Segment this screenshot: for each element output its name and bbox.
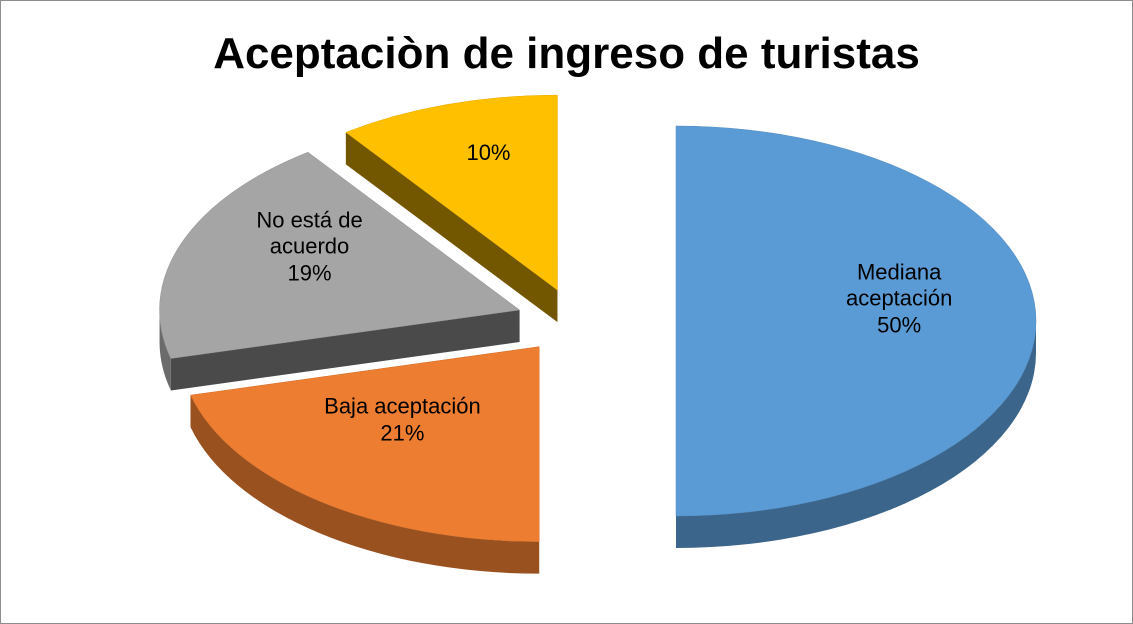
slice — [190, 346, 540, 542]
slice-side — [170, 309, 520, 391]
value-label: 50% — [877, 312, 922, 338]
slice-wall — [676, 321, 1036, 548]
data-label: Mediana aceptación 50% — [824, 259, 974, 338]
slice — [675, 125, 1037, 517]
category-label: Baja aceptación — [324, 393, 481, 419]
data-label: No está de acuerdo 19% — [235, 207, 385, 286]
category-label: No está de acuerdo — [256, 207, 363, 259]
data-label: 10% — [438, 140, 538, 166]
value-label: 19% — [287, 260, 332, 286]
slice — [159, 151, 521, 359]
slice-wall — [159, 309, 171, 391]
slice-tops — [159, 94, 1037, 542]
category-label: Mediana aceptación — [845, 259, 953, 311]
slice-side — [345, 132, 558, 323]
data-label: Baja aceptación 21% — [287, 394, 517, 447]
slice-wall — [190, 395, 540, 574]
value-label: 10% — [466, 139, 511, 165]
chart-title: Aceptaciòn de ingreso de turistas — [213, 29, 920, 78]
slice — [345, 94, 558, 291]
value-label: 21% — [380, 420, 425, 446]
